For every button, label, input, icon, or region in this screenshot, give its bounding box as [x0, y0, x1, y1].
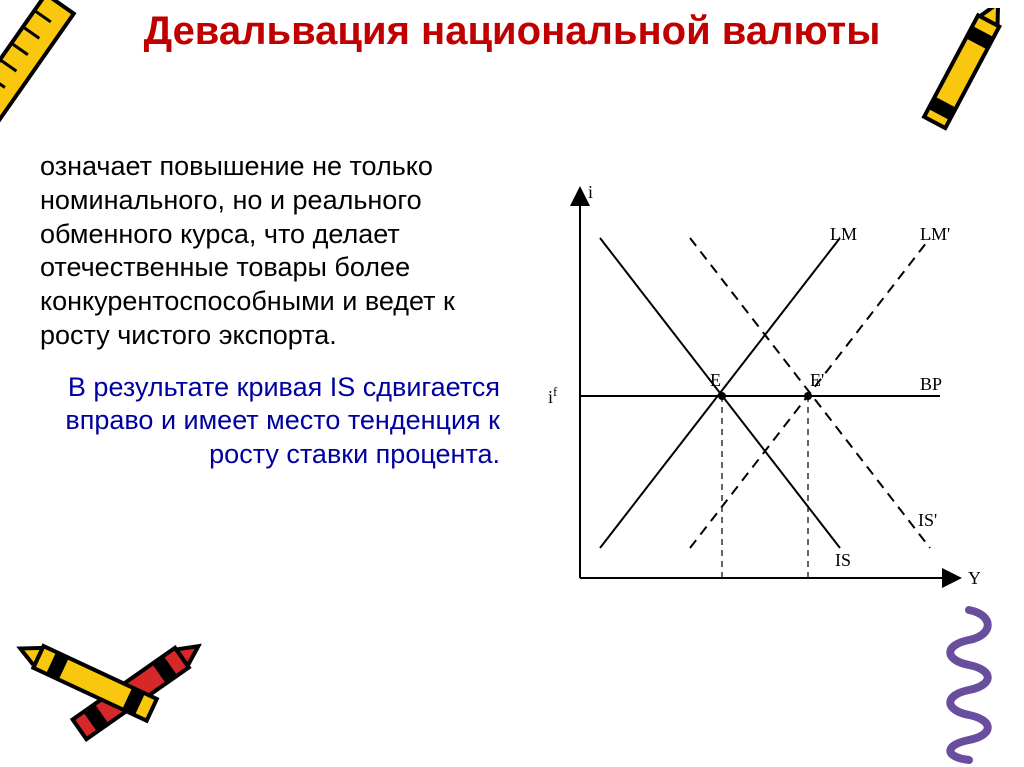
page-title: Девальвация национальной валюты	[0, 8, 1024, 54]
svg-text:E': E'	[810, 370, 824, 390]
paragraph-definition: означает повышение не только номинальног…	[40, 150, 510, 353]
svg-text:E: E	[710, 370, 721, 390]
svg-text:IS': IS'	[918, 510, 937, 530]
svg-text:BP: BP	[920, 374, 942, 394]
paragraph-result: В результате кривая IS сдвигается вправо…	[40, 371, 510, 472]
is-lm-bp-chart: Yi BP IS IS' LM LM' E E' if	[540, 178, 980, 618]
spring-icon	[934, 605, 1004, 765]
svg-text:if: if	[548, 385, 558, 407]
crayons-group-icon	[10, 605, 230, 767]
crayon-yellow-top-icon	[909, 8, 1019, 168]
body-content: означает повышение не только номинальног…	[40, 150, 510, 472]
svg-text:LM': LM'	[920, 224, 950, 244]
ruler-icon	[0, 0, 110, 138]
svg-text:i: i	[588, 182, 593, 202]
svg-text:IS: IS	[835, 550, 851, 570]
svg-text:LM: LM	[830, 224, 857, 244]
svg-text:Y: Y	[968, 568, 980, 588]
